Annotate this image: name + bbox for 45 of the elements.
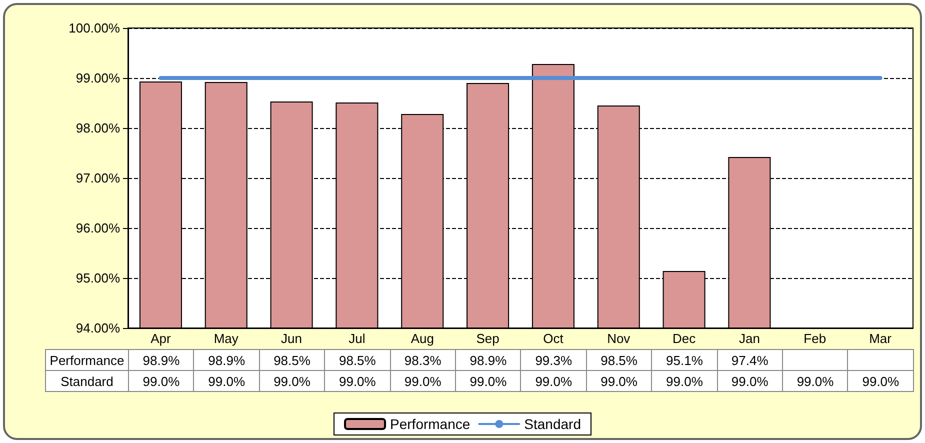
data-label: 98.5%	[324, 350, 390, 370]
x-tick-label: Apr	[150, 331, 172, 346]
y-tick-label: 98.00%	[76, 120, 120, 136]
data-label: 99.0%	[324, 370, 390, 392]
data-label: 97.4%	[717, 350, 783, 370]
text: Standard	[60, 374, 114, 388]
data-label: 99.0%	[520, 370, 586, 392]
y-tick-label: 95.00%	[76, 270, 120, 286]
x-tick-label: Jan	[738, 331, 760, 346]
legend-label: Standard	[524, 416, 581, 432]
data-label: 99.0%	[848, 370, 914, 392]
data-label: 95.1%	[652, 350, 718, 370]
x-tick-label: Feb	[804, 331, 826, 346]
y-tick-label: 96.00%	[76, 220, 120, 236]
data-label: 99.0%	[782, 370, 848, 392]
y-tick-label: 99.00%	[76, 70, 120, 86]
data-label: 99.0%	[194, 370, 260, 392]
data-label: 99.0%	[456, 370, 521, 392]
data-label: 98.9%	[456, 350, 521, 370]
data-label: 99.0%	[586, 370, 652, 392]
x-tick-label: Aug	[410, 331, 434, 346]
text: Performance	[50, 352, 124, 368]
x-tick-label: Oct	[543, 331, 564, 346]
data-label: 98.5%	[586, 350, 652, 370]
x-tick-label: Sep	[476, 331, 500, 346]
data-label: 99.0%	[652, 370, 718, 392]
legend-label: Performance	[390, 416, 470, 432]
data-label: 99.0%	[128, 370, 194, 392]
data-label: 99.3%	[520, 350, 586, 370]
data-label: 99.0%	[717, 370, 783, 392]
y-tick-label: 94.00%	[76, 320, 120, 336]
data-label: 99.0%	[259, 370, 325, 392]
x-tick-label: May	[214, 331, 239, 346]
y-tick-label: 100.00%	[68, 20, 120, 36]
x-tick-label: Nov	[607, 331, 631, 346]
y-tick-label: 97.00%	[76, 170, 120, 186]
data-label: 98.9%	[128, 350, 194, 370]
x-tick-label: Mar	[869, 331, 892, 346]
data-label: 99.0%	[390, 370, 456, 392]
data-label: 98.9%	[194, 350, 260, 370]
x-tick-label: Jul	[348, 331, 366, 346]
data-label: 98.3%	[390, 350, 456, 370]
x-tick-label: Dec	[672, 331, 696, 346]
x-tick-label: Jun	[281, 331, 302, 346]
data-label: 98.5%	[259, 350, 325, 370]
